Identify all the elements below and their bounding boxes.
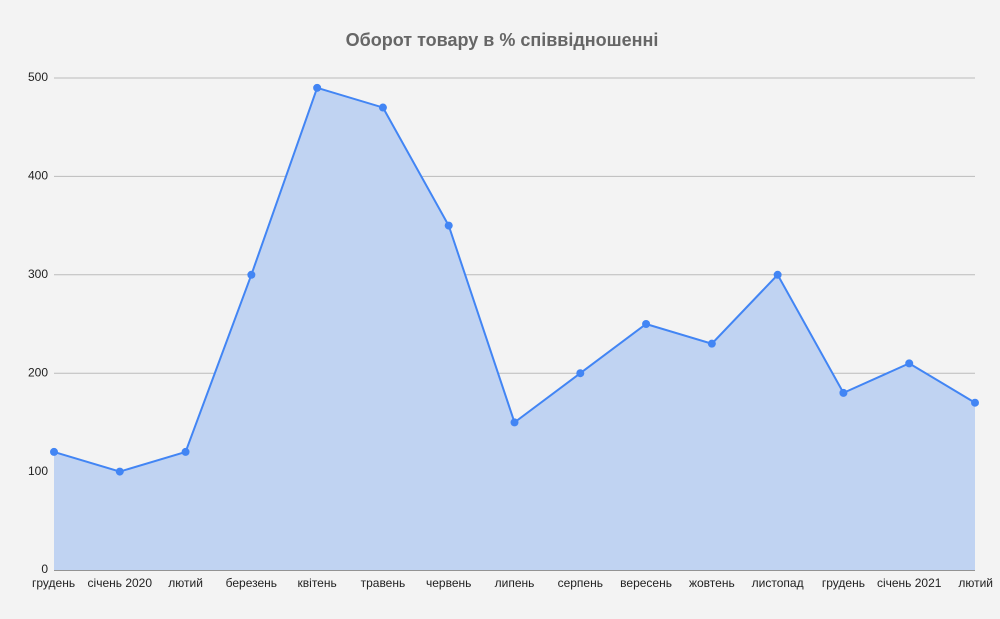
point: [642, 320, 651, 328]
x-tick-label: квітень: [298, 576, 337, 590]
x-tick-label: січень 2020: [88, 576, 153, 590]
x-tick-label: березень: [226, 576, 277, 590]
point: [971, 398, 979, 407]
y-tick-label: 500: [28, 70, 48, 84]
point: [181, 447, 190, 456]
y-tick-label: 400: [28, 169, 48, 183]
x-tick-label: жовтень: [689, 576, 735, 590]
y-tick-label: 0: [41, 562, 48, 576]
x-tick-label: листопад: [752, 576, 804, 590]
point: [707, 339, 716, 348]
x-tick-label: лютий: [168, 576, 203, 590]
x-tick-label: вересень: [620, 576, 672, 590]
point: [444, 221, 453, 230]
area: [54, 87, 975, 570]
point: [378, 103, 387, 112]
x-tick-label: лютий: [958, 576, 993, 590]
point: [50, 447, 58, 456]
point: [510, 418, 519, 427]
point: [576, 369, 585, 378]
x-tick-label: липень: [495, 576, 535, 590]
x-tick-label: січень 2021: [877, 576, 942, 590]
point: [773, 270, 782, 279]
point: [905, 359, 914, 368]
x-tick-label: серпень: [558, 576, 603, 590]
point: [247, 270, 256, 279]
point: [115, 467, 124, 476]
y-tick-label: 200: [28, 365, 48, 379]
x-tick-label: грудень: [32, 576, 75, 590]
point: [839, 388, 848, 397]
point: [313, 83, 322, 92]
chart-title: Оборот товару в % співвідношенні: [346, 30, 659, 50]
x-tick-label: травень: [361, 576, 406, 590]
x-tick-label: червень: [426, 576, 471, 590]
y-tick-label: 100: [28, 464, 48, 478]
y-tick-label: 300: [28, 267, 48, 281]
x-tick-label: грудень: [822, 576, 865, 590]
